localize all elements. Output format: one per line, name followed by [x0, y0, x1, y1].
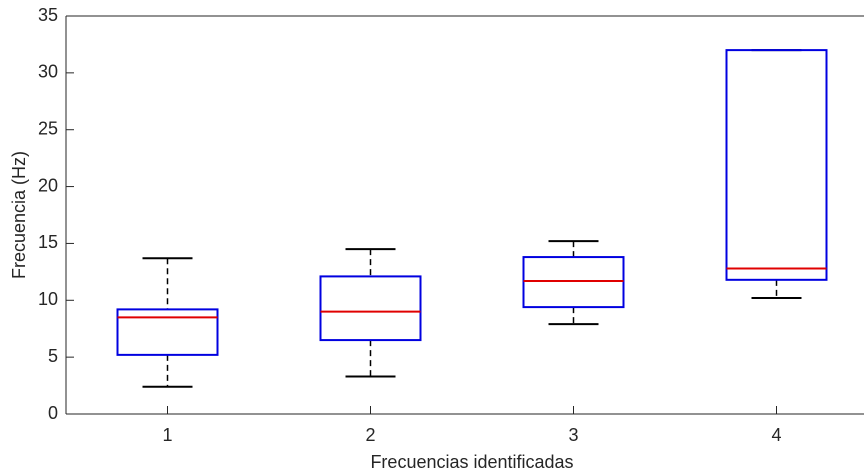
x-tick-label: 1	[162, 425, 172, 445]
x-tick-label: 2	[365, 425, 375, 445]
y-axis-label: Frecuencia (Hz)	[9, 151, 29, 279]
x-tick-label: 3	[568, 425, 578, 445]
x-tick-label: 4	[771, 425, 781, 445]
y-tick-label: 15	[38, 232, 58, 252]
box	[725, 49, 828, 281]
y-tick-label: 5	[48, 346, 58, 366]
y-tick-label: 30	[38, 62, 58, 82]
y-tick-label: 25	[38, 118, 58, 138]
y-tick-label: 10	[38, 289, 58, 309]
x-axis-label: Frecuencias identificadas	[370, 452, 573, 472]
y-tick-label: 0	[48, 403, 58, 423]
box	[116, 308, 219, 356]
y-tick-label: 35	[38, 5, 58, 25]
y-tick-label: 20	[38, 175, 58, 195]
box	[522, 256, 625, 309]
box	[319, 275, 422, 342]
